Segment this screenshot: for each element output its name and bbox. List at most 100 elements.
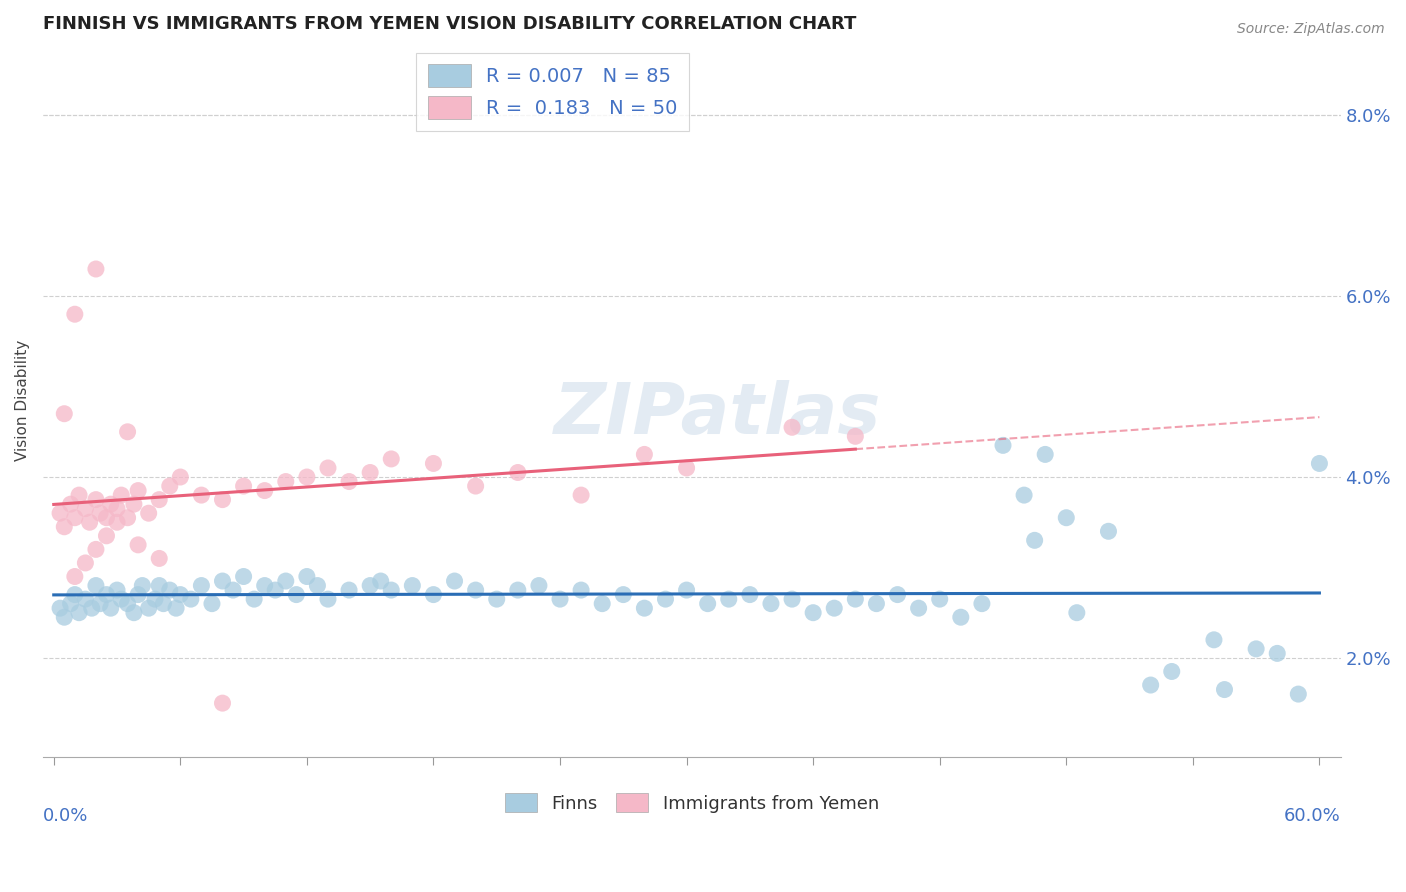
Point: [122, 606, 145, 620]
Point: [75, 592, 97, 607]
Point: [201, 597, 224, 611]
Point: [865, 597, 887, 611]
Point: [211, 696, 233, 710]
Point: [122, 497, 145, 511]
Point: [991, 438, 1014, 452]
Point: [401, 578, 423, 592]
Point: [117, 425, 139, 439]
Point: [127, 538, 149, 552]
Point: [1012, 488, 1035, 502]
Point: [232, 479, 254, 493]
Point: [1265, 646, 1288, 660]
Point: [127, 483, 149, 498]
Point: [67, 488, 90, 502]
Point: [190, 488, 212, 502]
Point: [285, 588, 308, 602]
Point: [295, 569, 318, 583]
Point: [1160, 665, 1182, 679]
Point: [222, 583, 245, 598]
Text: 0.0%: 0.0%: [44, 807, 89, 825]
Point: [253, 483, 276, 498]
Point: [159, 583, 181, 598]
Point: [53, 520, 76, 534]
Point: [307, 578, 329, 592]
Point: [96, 588, 118, 602]
Point: [337, 583, 360, 598]
Point: [75, 556, 97, 570]
Point: [84, 262, 107, 277]
Point: [105, 583, 128, 598]
Point: [295, 470, 318, 484]
Point: [49, 601, 72, 615]
Point: [84, 492, 107, 507]
Point: [696, 597, 718, 611]
Text: Source: ZipAtlas.com: Source: ZipAtlas.com: [1237, 22, 1385, 37]
Point: [180, 592, 202, 607]
Point: [422, 457, 444, 471]
Point: [844, 429, 866, 443]
Point: [591, 597, 613, 611]
Point: [79, 515, 101, 529]
Point: [844, 592, 866, 607]
Point: [264, 583, 287, 598]
Point: [380, 452, 402, 467]
Point: [370, 574, 392, 588]
Text: 60.0%: 60.0%: [1284, 807, 1340, 825]
Point: [211, 492, 233, 507]
Point: [274, 475, 297, 489]
Point: [569, 488, 592, 502]
Point: [49, 506, 72, 520]
Y-axis label: Vision Disability: Vision Disability: [15, 340, 30, 461]
Point: [110, 488, 132, 502]
Point: [274, 574, 297, 588]
Point: [84, 542, 107, 557]
Point: [633, 601, 655, 615]
Point: [148, 551, 170, 566]
Point: [675, 461, 697, 475]
Point: [823, 601, 845, 615]
Point: [780, 592, 803, 607]
Point: [100, 497, 122, 511]
Point: [1054, 510, 1077, 524]
Point: [1202, 632, 1225, 647]
Point: [89, 506, 111, 520]
Point: [169, 470, 191, 484]
Point: [527, 578, 550, 592]
Point: [1244, 641, 1267, 656]
Point: [159, 479, 181, 493]
Point: [359, 466, 381, 480]
Point: [211, 574, 233, 588]
Point: [1033, 447, 1056, 461]
Point: [569, 583, 592, 598]
Point: [612, 588, 634, 602]
Point: [165, 601, 187, 615]
Point: [84, 578, 107, 592]
Point: [801, 606, 824, 620]
Point: [127, 588, 149, 602]
Point: [169, 588, 191, 602]
Point: [75, 501, 97, 516]
Point: [443, 574, 465, 588]
Text: FINNISH VS IMMIGRANTS FROM YEMEN VISION DISABILITY CORRELATION CHART: FINNISH VS IMMIGRANTS FROM YEMEN VISION …: [44, 15, 856, 33]
Point: [506, 583, 529, 598]
Point: [907, 601, 929, 615]
Point: [63, 588, 86, 602]
Point: [337, 475, 360, 489]
Point: [1139, 678, 1161, 692]
Point: [53, 610, 76, 624]
Point: [105, 515, 128, 529]
Text: ZIPatlas: ZIPatlas: [554, 380, 882, 449]
Point: [949, 610, 972, 624]
Point: [1286, 687, 1309, 701]
Point: [759, 597, 782, 611]
Point: [738, 588, 761, 602]
Point: [464, 479, 486, 493]
Point: [717, 592, 740, 607]
Point: [253, 578, 276, 592]
Point: [190, 578, 212, 592]
Point: [63, 307, 86, 321]
Point: [63, 510, 86, 524]
Point: [506, 466, 529, 480]
Point: [422, 588, 444, 602]
Point: [633, 447, 655, 461]
